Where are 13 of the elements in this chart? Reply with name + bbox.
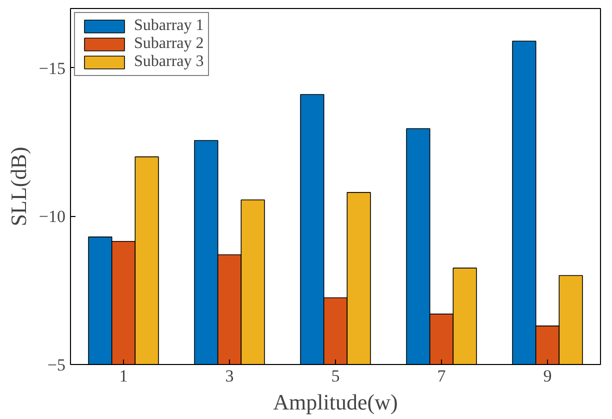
x-tick-label: 1 (119, 366, 128, 386)
x-tick-label: 7 (437, 366, 446, 386)
legend-label: Subarray 2 (134, 35, 204, 53)
legend-label: Subarray 1 (134, 17, 204, 35)
x-tick-label: 5 (331, 366, 340, 386)
x-tick-label: 9 (543, 366, 552, 386)
y-axis-title: SLL(dB) (6, 146, 31, 226)
x-tick-label: 3 (225, 366, 234, 386)
y-tick-label: −10 (38, 207, 66, 226)
legend-label: Subarray 3 (134, 53, 204, 71)
y-tick-label: −5 (47, 356, 66, 374)
x-axis-title: Amplitude(w) (273, 390, 398, 414)
y-tick-label: −15 (38, 58, 66, 78)
